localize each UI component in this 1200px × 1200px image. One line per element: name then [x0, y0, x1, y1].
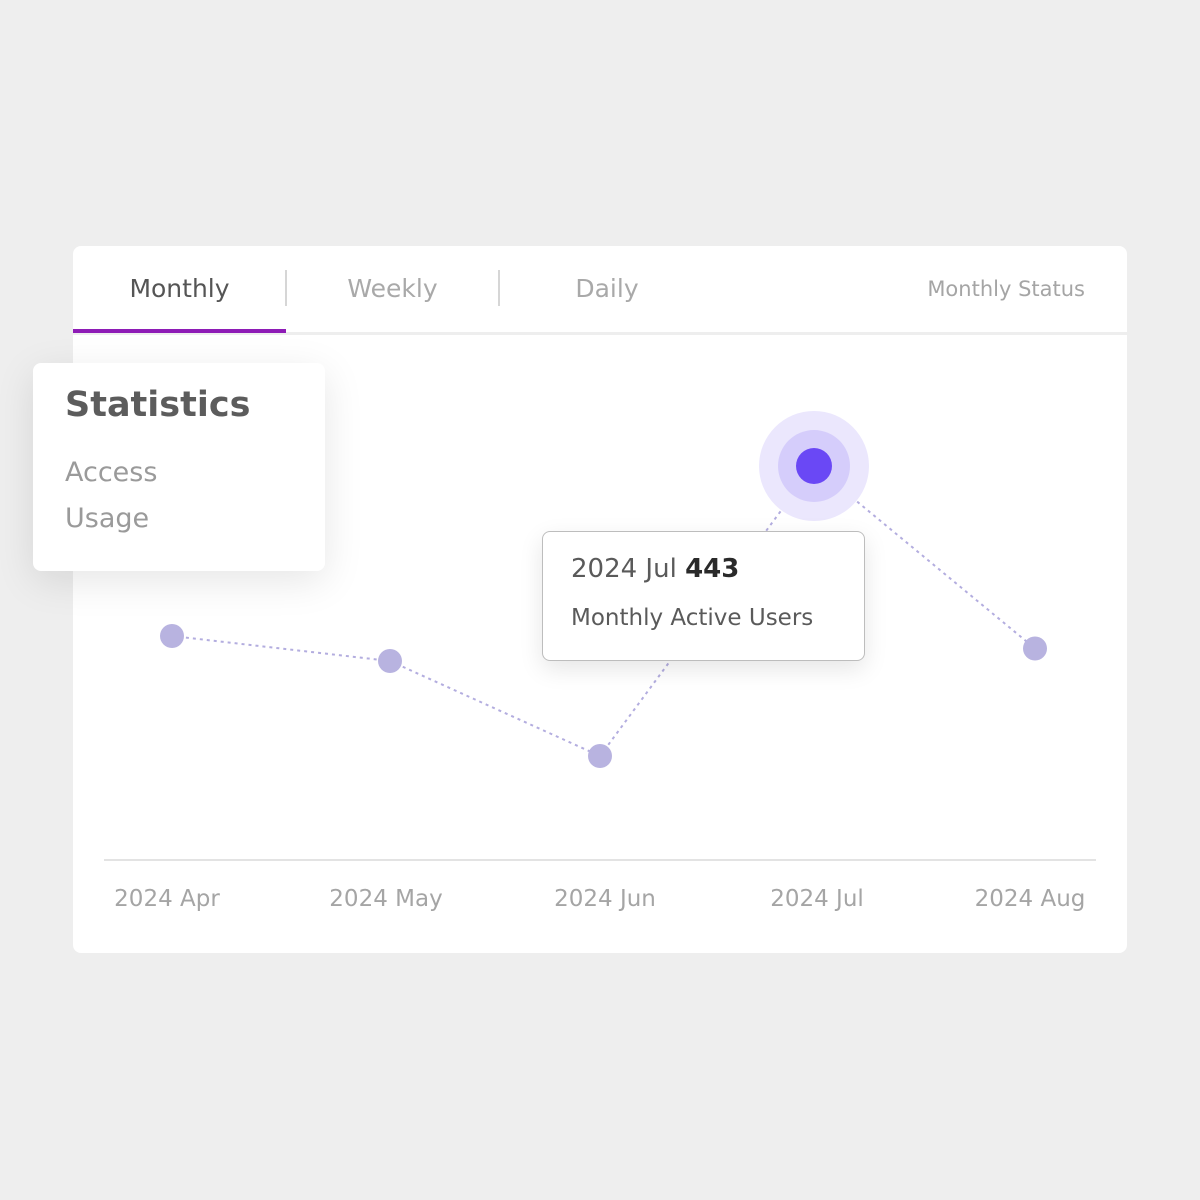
- chart-layer: [160, 411, 1047, 768]
- x-tick-label: 2024 Jul: [770, 886, 864, 912]
- series-segment: [813, 465, 1036, 650]
- data-point[interactable]: [160, 624, 184, 648]
- tab-monthly[interactable]: Monthly: [129, 274, 230, 303]
- series-segment: [389, 660, 601, 757]
- data-point[interactable]: [1023, 636, 1047, 661]
- data-point[interactable]: [588, 744, 612, 768]
- tab-bar: Monthly Weekly Daily Monthly Status: [73, 246, 1127, 335]
- data-point[interactable]: [378, 649, 402, 673]
- tooltip-value: 443: [685, 554, 740, 584]
- x-tick-label: 2024 Jun: [554, 886, 656, 912]
- tab-daily[interactable]: Daily: [575, 274, 639, 303]
- tab-divider: [285, 270, 287, 306]
- series-segment: [171, 635, 391, 662]
- stats-item-access[interactable]: Access: [65, 457, 158, 488]
- data-point-tooltip: 2024 Jul 443 Monthly Active Users: [542, 531, 865, 661]
- data-point-highlighted[interactable]: [796, 448, 832, 484]
- active-tab-indicator: [73, 329, 286, 333]
- x-tick-label: 2024 Aug: [975, 886, 1086, 912]
- x-tick-label: 2024 May: [329, 886, 442, 912]
- statistics-title: Statistics: [65, 385, 251, 425]
- tooltip-metric: Monthly Active Users: [571, 605, 814, 631]
- tab-weekly[interactable]: Weekly: [347, 274, 438, 303]
- tab-divider: [498, 270, 500, 306]
- tooltip-header: 2024 Jul 443: [571, 554, 739, 584]
- stats-item-usage[interactable]: Usage: [65, 503, 150, 534]
- x-tick-label: 2024 Apr: [114, 886, 220, 912]
- tooltip-period: 2024 Jul: [571, 554, 677, 584]
- statistics-panel: Statistics Access Usage: [33, 363, 325, 571]
- monthly-status-link[interactable]: Monthly Status: [927, 277, 1085, 301]
